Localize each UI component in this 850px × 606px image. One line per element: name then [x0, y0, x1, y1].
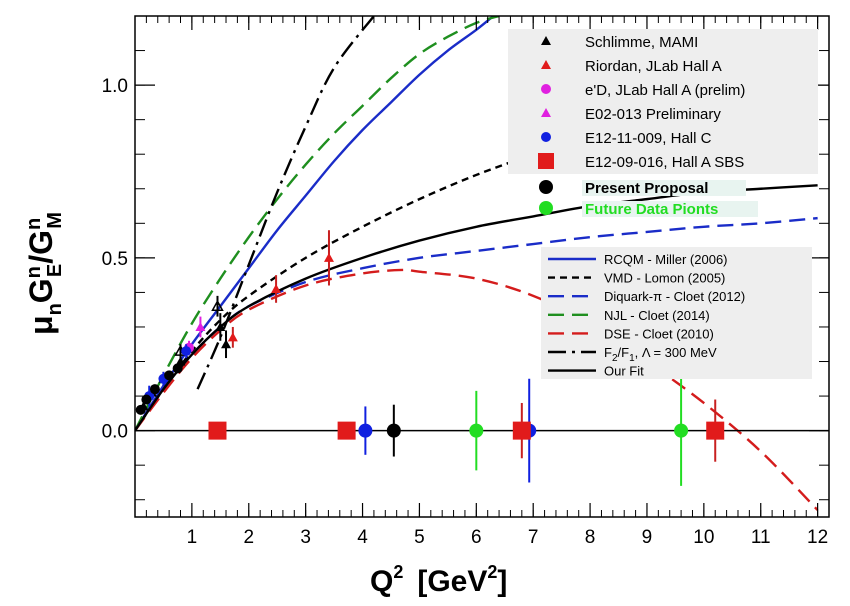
series-present-proposal [386, 404, 401, 457]
legend-label-rcqm-miller-2006: RCQM - Miller (2006) [604, 252, 728, 267]
marker-legend: Schlimme, MAMI Riordan, JLab Hall A e'D, J… [508, 29, 818, 218]
x-tick-label: 8 [585, 527, 596, 548]
legend-label-diquark-cloet-2012: Diquark-π - Cloet (2012) [604, 289, 745, 304]
x-tick-label: 5 [414, 527, 425, 548]
legend-marker-e12-11-009-hall-c [541, 132, 551, 142]
data-point [175, 356, 186, 366]
x-tick-label: 10 [693, 527, 714, 548]
series-e12-09-016-hall-a-sbs [208, 399, 725, 462]
legend-marker-present-proposal [539, 180, 553, 194]
legend-marker-e02-013-preliminary [541, 108, 551, 117]
axis-ticks: 1 2 3 4 5 6 7 8 9 10 11 120.00.51.0 [102, 15, 830, 548]
x-axis-title-sup: 2 [393, 562, 403, 582]
legend-label-e12-09-016-hall-a-sbs: E12-09-016, Hall A SBS [585, 154, 744, 171]
x-tick-label: 4 [357, 527, 368, 548]
curve-f2-f1-300-mev [196, 16, 375, 390]
y-axis-title: μnGnE/GnM [23, 212, 66, 335]
legend-marker-e-d-jlab-hall-a-prelim [541, 84, 551, 94]
svg-text:Q2[GeV2]: Q2 [GeV2] [370, 562, 507, 598]
marker-legend-bg [508, 29, 818, 174]
future-data-label-bg [582, 201, 758, 217]
data-point [164, 370, 175, 381]
legend-label-our-fit: Our Fit [604, 364, 644, 379]
curve-rcqm-miller-2006 [135, 16, 495, 432]
data-point [211, 299, 224, 311]
data-point [358, 423, 373, 438]
present-proposal-label-bg [582, 180, 746, 196]
legend-label-riordan-jlab-hall-a: Riordan, JLab Hall A [585, 58, 722, 75]
data-point [271, 283, 282, 293]
data-point [386, 423, 401, 438]
data-point [706, 421, 725, 440]
curve-legend: RCQM - Miller (2006) VMD - Lomon (2005) Di… [541, 247, 812, 379]
data-point [337, 421, 356, 440]
data-point [135, 404, 146, 415]
x-axis-title-close: ] [497, 565, 507, 598]
legend-label-dse-cloet-2010: DSE - Cloet (2010) [604, 326, 714, 341]
data-point [227, 332, 238, 342]
data-point [323, 252, 334, 262]
data-point [674, 423, 689, 438]
x-tick-label: 9 [642, 527, 653, 548]
curve-njl-cloet-2014 [135, 16, 500, 432]
y-tick-label: 0.0 [102, 422, 128, 443]
data-point [172, 363, 183, 374]
legend-label-future-data-pionts: Future Data Pionts [585, 201, 718, 218]
x-tick-label: 1 [187, 527, 198, 548]
legend-label-njl-cloet-2014: NJL - Cloet (2014) [604, 308, 710, 323]
curve-legend-bg [541, 247, 812, 379]
legend-label-f2-f1-300-mev: F2/F1, Λ = 300 MeV [604, 345, 717, 364]
plot-frame [134, 15, 830, 518]
x-tick-label: 2 [243, 527, 254, 548]
x-tick-label: 7 [528, 527, 539, 548]
y-tick-label: 1.0 [102, 76, 128, 97]
legend-marker-future-data-pionts [539, 201, 553, 215]
x-axis-title-main: Q [370, 565, 393, 598]
curve-dse-cloet-2010 [135, 268, 819, 511]
legend-label-e02-013-preliminary: E02-013 Preliminary [585, 106, 721, 123]
series-e02-013-preliminary [195, 316, 206, 338]
data-point [149, 384, 160, 395]
x-axis-title: Q2 [GeV2] [370, 562, 507, 598]
x-axis-title-unit-sup: 2 [487, 562, 497, 582]
data-point [221, 339, 232, 349]
legend-label-schlimme-mami: Schlimme, MAMI [585, 34, 698, 51]
data-point [195, 321, 206, 331]
legend-marker-riordan-jlab-hall-a [541, 60, 551, 69]
series-future-data-pionts [469, 375, 689, 486]
series-low-q2-points-black [135, 363, 183, 415]
data-point [181, 346, 192, 357]
data-point [215, 321, 226, 331]
svg-text:μnGnE/GnM: μnGnE/GnM [23, 212, 66, 335]
data-point [141, 394, 152, 405]
x-tick-label: 11 [751, 527, 771, 548]
curve-vmd-lomon-2005 [135, 73, 818, 432]
legend-marker-e12-09-016-hall-a-sbs [538, 153, 554, 169]
legend-label-vmd-lomon-2005: VMD - Lomon (2005) [604, 271, 725, 286]
x-tick-label: 12 [807, 527, 828, 548]
x-tick-label: 6 [471, 527, 482, 548]
series-riordan-jlab-hall-a [227, 230, 334, 348]
data-point [208, 421, 227, 440]
legend-label-e-d-jlab-hall-a-prelim: e'D, JLab Hall A (prelim) [585, 82, 745, 99]
data-point [512, 421, 531, 440]
legend-marker-schlimme-mami [541, 36, 551, 45]
data-point [469, 423, 484, 438]
x-tick-label: 3 [300, 527, 311, 548]
x-axis-title-unit: [GeV [417, 565, 487, 598]
y-tick-label: 0.5 [102, 249, 128, 270]
legend-label-present-proposal: Present Proposal [585, 180, 708, 197]
data-points [135, 230, 725, 486]
legend-label-e12-11-009-hall-c: E12-11-009, Hall C [585, 130, 712, 147]
